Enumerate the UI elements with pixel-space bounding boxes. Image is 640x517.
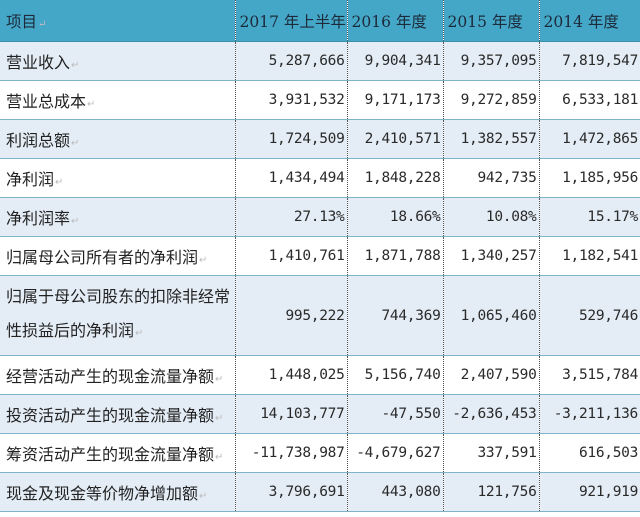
- row-label: 经营活动产生的现金流量净额↵: [0, 355, 235, 395]
- return-mark-icon: ↵: [215, 374, 224, 385]
- cell-2016: 18.66%: [346, 197, 443, 237]
- row-label: 现金及现金等价物净增加额↵: [0, 472, 235, 512]
- cell-2014: 921,919: [538, 472, 640, 512]
- row-label: 投资活动产生的现金流量净额↵: [0, 394, 235, 434]
- cell-2014: 7,819,547: [538, 41, 640, 81]
- return-mark-icon: ↵: [38, 18, 47, 30]
- cell-2016: 443,080: [346, 472, 443, 512]
- table-row: 归属于母公司股东的扣除非经常性损益后的净利润↵ 995,222 744,369 …: [0, 275, 640, 356]
- cell-2016: 9,904,341: [346, 41, 443, 81]
- return-mark-icon: ↵: [71, 216, 80, 227]
- row-label-text: 筹资活动产生的现金流量净额: [6, 445, 215, 464]
- cell-2014: 6,533,181: [538, 80, 640, 120]
- cell-2014: 616,503: [538, 433, 640, 473]
- cell-2014: 529,746: [538, 275, 640, 356]
- cell-2015: 10.08%: [442, 197, 539, 237]
- table-row: 营业总成本↵ 3,931,532 9,171,173 9,272,859 6,5…: [0, 80, 640, 120]
- cell-2014: 1,472,865: [538, 119, 640, 159]
- row-label: 净利润率↵: [0, 197, 235, 237]
- cell-2016: -47,550: [346, 394, 443, 434]
- row-label-text: 投资活动产生的现金流量净额: [6, 406, 215, 425]
- row-label-text: 净利润: [6, 170, 55, 189]
- table-header-row: 项目↵ 2017 年上半年 2016 年度 2015 年度 2014 年度: [0, 0, 640, 42]
- row-label-text: 归属于母公司股东的扣除非经常性损益后的净利润: [6, 287, 231, 340]
- cell-2016: 1,848,228: [346, 158, 443, 198]
- return-mark-icon: ↵: [135, 328, 144, 339]
- cell-2015: -2,636,453: [442, 394, 539, 434]
- table-row: 营业收入↵ 5,287,666 9,904,341 9,357,095 7,81…: [0, 41, 640, 81]
- return-mark-icon: ↵: [215, 452, 224, 463]
- cell-2015: 1,340,257: [442, 236, 539, 276]
- row-label-text: 经营活动产生的现金流量净额: [6, 367, 215, 386]
- row-label: 净利润↵: [0, 158, 235, 198]
- cell-2017h1: 14,103,777: [234, 394, 347, 434]
- return-mark-icon: ↵: [71, 60, 80, 71]
- cell-2015: 337,591: [442, 433, 539, 473]
- table-row: 归属母公司所有者的净利润↵ 1,410,761 1,871,788 1,340,…: [0, 236, 640, 276]
- cell-2017h1: 1,410,761: [234, 236, 347, 276]
- cell-2016: 1,871,788: [346, 236, 443, 276]
- row-label-text: 净利润率: [6, 209, 71, 228]
- cell-2015: 1,382,557: [442, 119, 539, 159]
- table-row: 净利润↵ 1,434,494 1,848,228 942,735 1,185,9…: [0, 158, 640, 198]
- cell-2017h1: 1,434,494: [234, 158, 347, 198]
- header-item: 项目↵: [0, 0, 235, 42]
- cell-2017h1: 3,931,532: [234, 80, 347, 120]
- cell-2014: -3,211,136: [538, 394, 640, 434]
- cell-2014: 3,515,784: [538, 355, 640, 395]
- header-2015: 2015 年度: [442, 0, 539, 42]
- cell-2017h1: 5,287,666: [234, 41, 347, 81]
- cell-2016: 2,410,571: [346, 119, 443, 159]
- row-label-text: 归属母公司所有者的净利润: [6, 248, 199, 267]
- cell-2017h1: 1,724,509: [234, 119, 347, 159]
- cell-2014: 1,182,541: [538, 236, 640, 276]
- cell-2017h1: -11,738,987: [234, 433, 347, 473]
- table-row: 投资活动产生的现金流量净额↵ 14,103,777 -47,550 -2,636…: [0, 394, 640, 434]
- return-mark-icon: ↵: [199, 491, 208, 502]
- cell-2017h1: 27.13%: [234, 197, 347, 237]
- cell-2015: 9,272,859: [442, 80, 539, 120]
- row-label: 归属于母公司股东的扣除非经常性损益后的净利润↵: [0, 275, 235, 356]
- table-row: 利润总额↵ 1,724,509 2,410,571 1,382,557 1,47…: [0, 119, 640, 159]
- return-mark-icon: ↵: [71, 138, 80, 149]
- row-label-text: 现金及现金等价物净增加额: [6, 484, 199, 503]
- row-label: 筹资活动产生的现金流量净额↵: [0, 433, 235, 473]
- table-row: 现金及现金等价物净增加额↵ 3,796,691 443,080 121,756 …: [0, 472, 640, 512]
- row-label: 营业收入↵: [0, 41, 235, 81]
- return-mark-icon: ↵: [55, 177, 64, 188]
- cell-2016: -4,679,627: [346, 433, 443, 473]
- cell-2016: 9,171,173: [346, 80, 443, 120]
- cell-2015: 1,065,460: [442, 275, 539, 356]
- row-label-text: 营业收入: [6, 53, 71, 72]
- cell-2015: 121,756: [442, 472, 539, 512]
- cell-2017h1: 995,222: [234, 275, 347, 356]
- cell-2016: 744,369: [346, 275, 443, 356]
- cell-2017h1: 1,448,025: [234, 355, 347, 395]
- table-row: 筹资活动产生的现金流量净额↵ -11,738,987 -4,679,627 33…: [0, 433, 640, 473]
- cell-2016: 5,156,740: [346, 355, 443, 395]
- header-item-label: 项目: [6, 12, 38, 31]
- return-mark-icon: ↵: [215, 413, 224, 424]
- row-label: 归属母公司所有者的净利润↵: [0, 236, 235, 276]
- return-mark-icon: ↵: [199, 255, 208, 266]
- cell-2015: 942,735: [442, 158, 539, 198]
- row-label: 营业总成本↵: [0, 80, 235, 120]
- return-mark-icon: ↵: [87, 99, 96, 110]
- cell-2015: 9,357,095: [442, 41, 539, 81]
- cell-2015: 2,407,590: [442, 355, 539, 395]
- cell-2017h1: 3,796,691: [234, 472, 347, 512]
- row-label: 利润总额↵: [0, 119, 235, 159]
- row-label-text: 利润总额: [6, 131, 71, 150]
- header-2017h1: 2017 年上半年: [234, 0, 347, 42]
- cell-2014: 15.17%: [538, 197, 640, 237]
- header-2014: 2014 年度: [538, 0, 640, 42]
- table-row: 净利润率↵ 27.13% 18.66% 10.08% 15.17%: [0, 197, 640, 237]
- table-row: 经营活动产生的现金流量净额↵ 1,448,025 5,156,740 2,407…: [0, 355, 640, 395]
- row-label-text: 营业总成本: [6, 92, 87, 111]
- header-2016: 2016 年度: [346, 0, 443, 42]
- cell-2014: 1,185,956: [538, 158, 640, 198]
